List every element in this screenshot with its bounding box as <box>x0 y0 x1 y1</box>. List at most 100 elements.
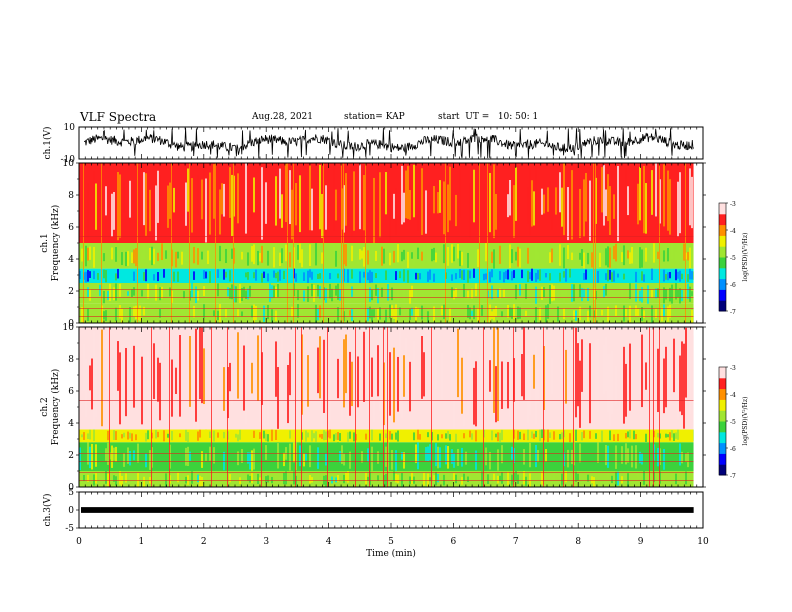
ch2-texture <box>325 453 327 466</box>
ch1-texture <box>227 287 229 297</box>
ch1-texture <box>569 268 571 278</box>
ch2-texture <box>257 335 259 401</box>
ch1-texture <box>651 268 653 281</box>
ch1-streak <box>487 163 488 323</box>
ch2-texture <box>149 430 151 441</box>
ch1-texture <box>589 271 591 278</box>
ch1-texture <box>367 272 369 281</box>
ch2-texture <box>523 433 525 441</box>
ch2-texture <box>285 471 287 485</box>
ch1-texture <box>409 290 411 304</box>
ch1-texture <box>641 307 643 322</box>
ch2-texture <box>223 431 225 439</box>
ch1-texture <box>455 194 457 227</box>
ch1-texture <box>551 248 553 263</box>
ch1-texture <box>95 273 97 282</box>
ch1-texture <box>637 269 639 279</box>
ch2-texture <box>319 434 321 438</box>
ch2-texture <box>213 447 215 464</box>
ch1-texture <box>635 305 637 316</box>
ch1-texture <box>167 285 169 301</box>
ch2-texture <box>257 429 259 440</box>
ch1-texture <box>219 189 221 235</box>
ch1-texture <box>241 271 243 281</box>
ch1-texture <box>473 305 475 320</box>
ch2-texture <box>507 361 509 409</box>
ch1-texture <box>381 309 383 320</box>
ch1-texture <box>291 306 293 317</box>
ch2-texture <box>101 431 103 440</box>
ch2-colorbar <box>718 366 727 476</box>
ch2-texture <box>395 450 397 471</box>
ch1-texture <box>489 244 491 267</box>
ch1-texture <box>311 244 313 264</box>
ch1-texture <box>579 284 581 298</box>
ch1-texture <box>441 290 443 303</box>
ch1-texture <box>533 270 535 282</box>
ch1-texture <box>389 252 391 266</box>
ch2-texture <box>309 474 311 484</box>
ch2-texture <box>633 430 635 440</box>
ch1-texture <box>197 290 199 301</box>
ch1-texture <box>373 177 375 243</box>
ch2-texture <box>243 345 245 411</box>
ch1-texture <box>621 252 623 263</box>
ch1-texture <box>403 287 405 302</box>
ch2-texture <box>363 471 365 482</box>
ch1-texture <box>321 252 323 264</box>
ch1-texture <box>163 288 165 298</box>
ch2-texture <box>679 355 681 412</box>
ch1-texture <box>363 174 365 231</box>
ch1-texture <box>135 273 137 280</box>
ch2-texture <box>549 445 551 470</box>
ch2-texture <box>239 429 241 440</box>
ch2-texture <box>231 347 233 406</box>
ch1-texture <box>465 289 467 302</box>
ch1-texture <box>635 271 637 283</box>
ch2-texture <box>257 473 259 484</box>
ch2-texture <box>133 432 135 441</box>
ch2-texture <box>149 450 151 470</box>
ch2-texture <box>293 442 295 463</box>
ch1-colorbar-segment <box>719 300 726 312</box>
ch1-texture <box>535 243 537 261</box>
ch1-texture <box>163 269 165 278</box>
ch2-texture <box>165 449 167 471</box>
ch2-texture <box>407 355 409 396</box>
ch1-texture <box>667 170 669 231</box>
ch1-texture <box>469 182 471 238</box>
ch1-texture <box>505 246 507 264</box>
ch2-texture <box>311 430 313 442</box>
ch1-texture <box>573 310 575 320</box>
ch1-texture <box>535 272 537 282</box>
ch1-texture <box>85 245 87 267</box>
ch2-texture <box>669 432 671 441</box>
ch2-texture <box>519 431 521 440</box>
ch1-texture <box>637 183 639 225</box>
ch1-texture <box>87 270 89 282</box>
ch2-texture <box>251 472 253 484</box>
ch1-texture <box>521 269 523 279</box>
ch2-streak <box>369 327 370 487</box>
ch1-texture <box>271 309 273 323</box>
ch1-ytick-label: 2 <box>68 287 74 297</box>
ch2-texture <box>283 452 285 467</box>
x-axis-label: Time (min) <box>366 548 416 559</box>
ch1-texture <box>433 273 435 282</box>
ch1-texture <box>565 287 567 297</box>
ch2-texture <box>461 447 463 467</box>
ch1-texture <box>459 250 461 267</box>
ch1-texture <box>249 285 251 297</box>
ch2-texture <box>209 347 211 413</box>
ch1-texture <box>315 304 317 323</box>
ch2-texture <box>501 429 503 441</box>
ch2-texture <box>609 353 611 427</box>
ch1-texture <box>393 193 395 219</box>
ch2-texture <box>617 443 619 462</box>
ch2-texture <box>485 477 487 486</box>
ch1-texture <box>499 288 501 299</box>
ch1-texture <box>625 253 627 261</box>
ch2-texture <box>225 431 227 442</box>
ch1-texture <box>309 165 311 231</box>
ch1-texture <box>511 271 513 281</box>
